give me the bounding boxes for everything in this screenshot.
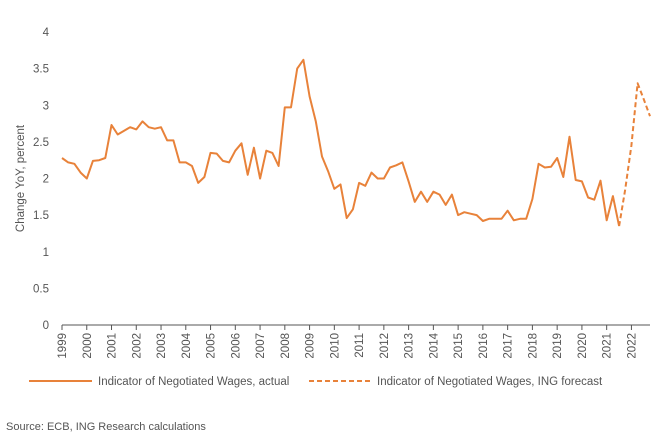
y-tick-label: 1.5	[33, 210, 49, 222]
x-tick-label: 2007	[255, 333, 267, 359]
x-tick-label: 2020	[577, 333, 589, 359]
x-tick-label: 2015	[453, 333, 465, 359]
x-tick-label: 1999	[57, 333, 69, 359]
y-tick-label: 3.5	[33, 64, 49, 76]
series-line-forecast	[618, 82, 651, 227]
y-tick-label: 1	[43, 247, 49, 259]
x-tick-label: 2016	[478, 333, 490, 359]
x-tick-label: 2013	[404, 333, 416, 359]
legend: Indicator of Negotiated Wages, actual In…	[29, 376, 603, 388]
x-tick-label: 2004	[181, 332, 193, 358]
x-tick-label: 2019	[552, 333, 564, 359]
x-tick-label: 2017	[503, 333, 515, 359]
y-tick-label: 2.5	[33, 137, 49, 149]
y-tick-label: 2	[43, 174, 49, 186]
x-tick-label: 2010	[329, 333, 341, 359]
legend-label-actual: Indicator of Negotiated Wages, actual	[98, 376, 289, 388]
series-layer	[61, 58, 651, 227]
y-tick-label: 0.5	[33, 283, 49, 295]
source-note: Source: ECB, ING Research calculations	[6, 421, 206, 433]
x-tick-label: 2012	[379, 333, 391, 359]
y-tick-label: 3	[43, 100, 49, 112]
x-tick-label: 2002	[131, 333, 143, 359]
x-tick-label: 2021	[602, 333, 614, 359]
x-tick-label: 2001	[107, 333, 119, 359]
y-tick-label: 0	[43, 320, 49, 332]
x-axis-ticks: 1999 2000 2001 2002 2003 2004 2005 2006 2007 2008…	[57, 325, 638, 359]
x-tick-label: 2008	[280, 333, 292, 359]
series-line-actual	[61, 58, 621, 227]
x-tick-label: 2005	[206, 333, 218, 359]
x-tick-label: 2018	[527, 333, 539, 359]
legend-label-forecast: Indicator of Negotiated Wages, ING forec…	[377, 376, 603, 388]
x-tick-label: 2006	[230, 333, 242, 359]
x-tick-label: 2022	[626, 333, 638, 359]
y-axis-title: Change YoY, percent	[15, 124, 27, 232]
x-tick-label: 2014	[428, 332, 440, 358]
y-axis-ticks: 0 0.5 1 1.5 2 2.5 3 3.5 4	[33, 27, 50, 332]
x-tick-label: 2009	[305, 333, 317, 359]
x-tick-label: 2000	[82, 333, 94, 359]
x-tick-label: 2011	[354, 333, 366, 358]
x-tick-label: 2003	[156, 333, 168, 359]
y-tick-label: 4	[43, 27, 50, 39]
